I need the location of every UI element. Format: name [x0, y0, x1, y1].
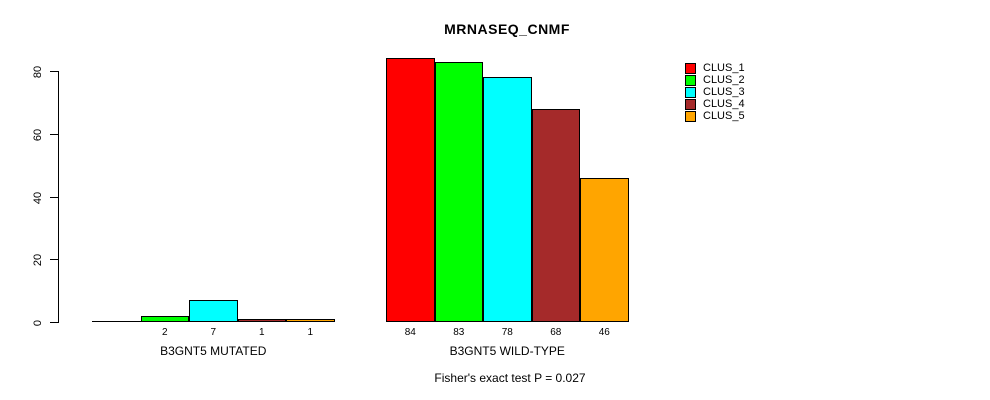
- bar-clus_2: [140, 316, 189, 322]
- y-axis-tick-label: 80: [32, 65, 44, 79]
- legend-item: CLUS_4: [685, 99, 745, 111]
- y-axis-tick-label: 40: [32, 191, 44, 204]
- bar-clus_4: [531, 109, 580, 322]
- legend-swatch: [685, 74, 696, 86]
- y-axis-tick: [50, 259, 58, 261]
- bar-value-label: 2: [161, 327, 168, 338]
- group-label: B3GNT5 WILD-TYPE: [449, 344, 565, 358]
- legend-label: CLUS_5: [703, 110, 745, 123]
- legend-item: CLUS_1: [685, 62, 745, 74]
- bar-clus_4: [237, 319, 286, 322]
- legend-label: CLUS_4: [703, 98, 745, 111]
- legend-label: CLUS_3: [703, 85, 745, 98]
- legend-swatch: [685, 86, 696, 98]
- bar-value-label: 46: [598, 327, 610, 338]
- bar-value-label: 1: [307, 327, 314, 338]
- y-axis-tick-label: 20: [32, 254, 44, 267]
- bar-clus_1: [92, 321, 141, 322]
- y-axis-tick: [50, 322, 58, 323]
- bar-clus_3: [483, 77, 532, 322]
- legend-swatch: [685, 111, 696, 123]
- legend-label: CLUS_2: [703, 73, 745, 86]
- bar-clus_3: [189, 300, 238, 322]
- legend-swatch: [685, 62, 696, 74]
- bar-value-label: 78: [501, 327, 513, 338]
- bar-value-label: 83: [453, 327, 465, 338]
- legend-label: CLUS_1: [703, 61, 745, 74]
- legend-swatch: [685, 99, 696, 111]
- legend-item: CLUS_2: [685, 74, 745, 86]
- y-axis-tick: [50, 71, 58, 72]
- bar-clus_2: [434, 62, 483, 322]
- fisher-test-note: Fisher's exact test P = 0.027: [434, 371, 586, 385]
- y-axis-tick: [50, 196, 58, 198]
- legend-item: CLUS_3: [685, 86, 745, 98]
- bar-clus_5: [580, 178, 629, 322]
- legend-item: CLUS_5: [685, 111, 745, 123]
- bar-clus_1: [386, 58, 435, 322]
- bar-value-label: 1: [258, 327, 265, 338]
- chart-title: MRNASEQ_CNMF: [444, 21, 570, 37]
- legend: CLUS_1 CLUS_2 CLUS_3 CLUS_4 CLUS_5: [685, 62, 745, 123]
- bar-value-label: 68: [550, 327, 562, 338]
- bar-value-label: 7: [210, 327, 217, 338]
- y-axis-tick-label: 0: [32, 319, 44, 327]
- bar-value-label: 84: [404, 327, 416, 338]
- bar-clus_5: [286, 319, 335, 322]
- y-axis-tick: [50, 133, 58, 135]
- group-label: B3GNT5 MUTATED: [160, 344, 267, 358]
- y-axis-tick-label: 60: [32, 128, 44, 141]
- y-axis-line: [58, 71, 59, 323]
